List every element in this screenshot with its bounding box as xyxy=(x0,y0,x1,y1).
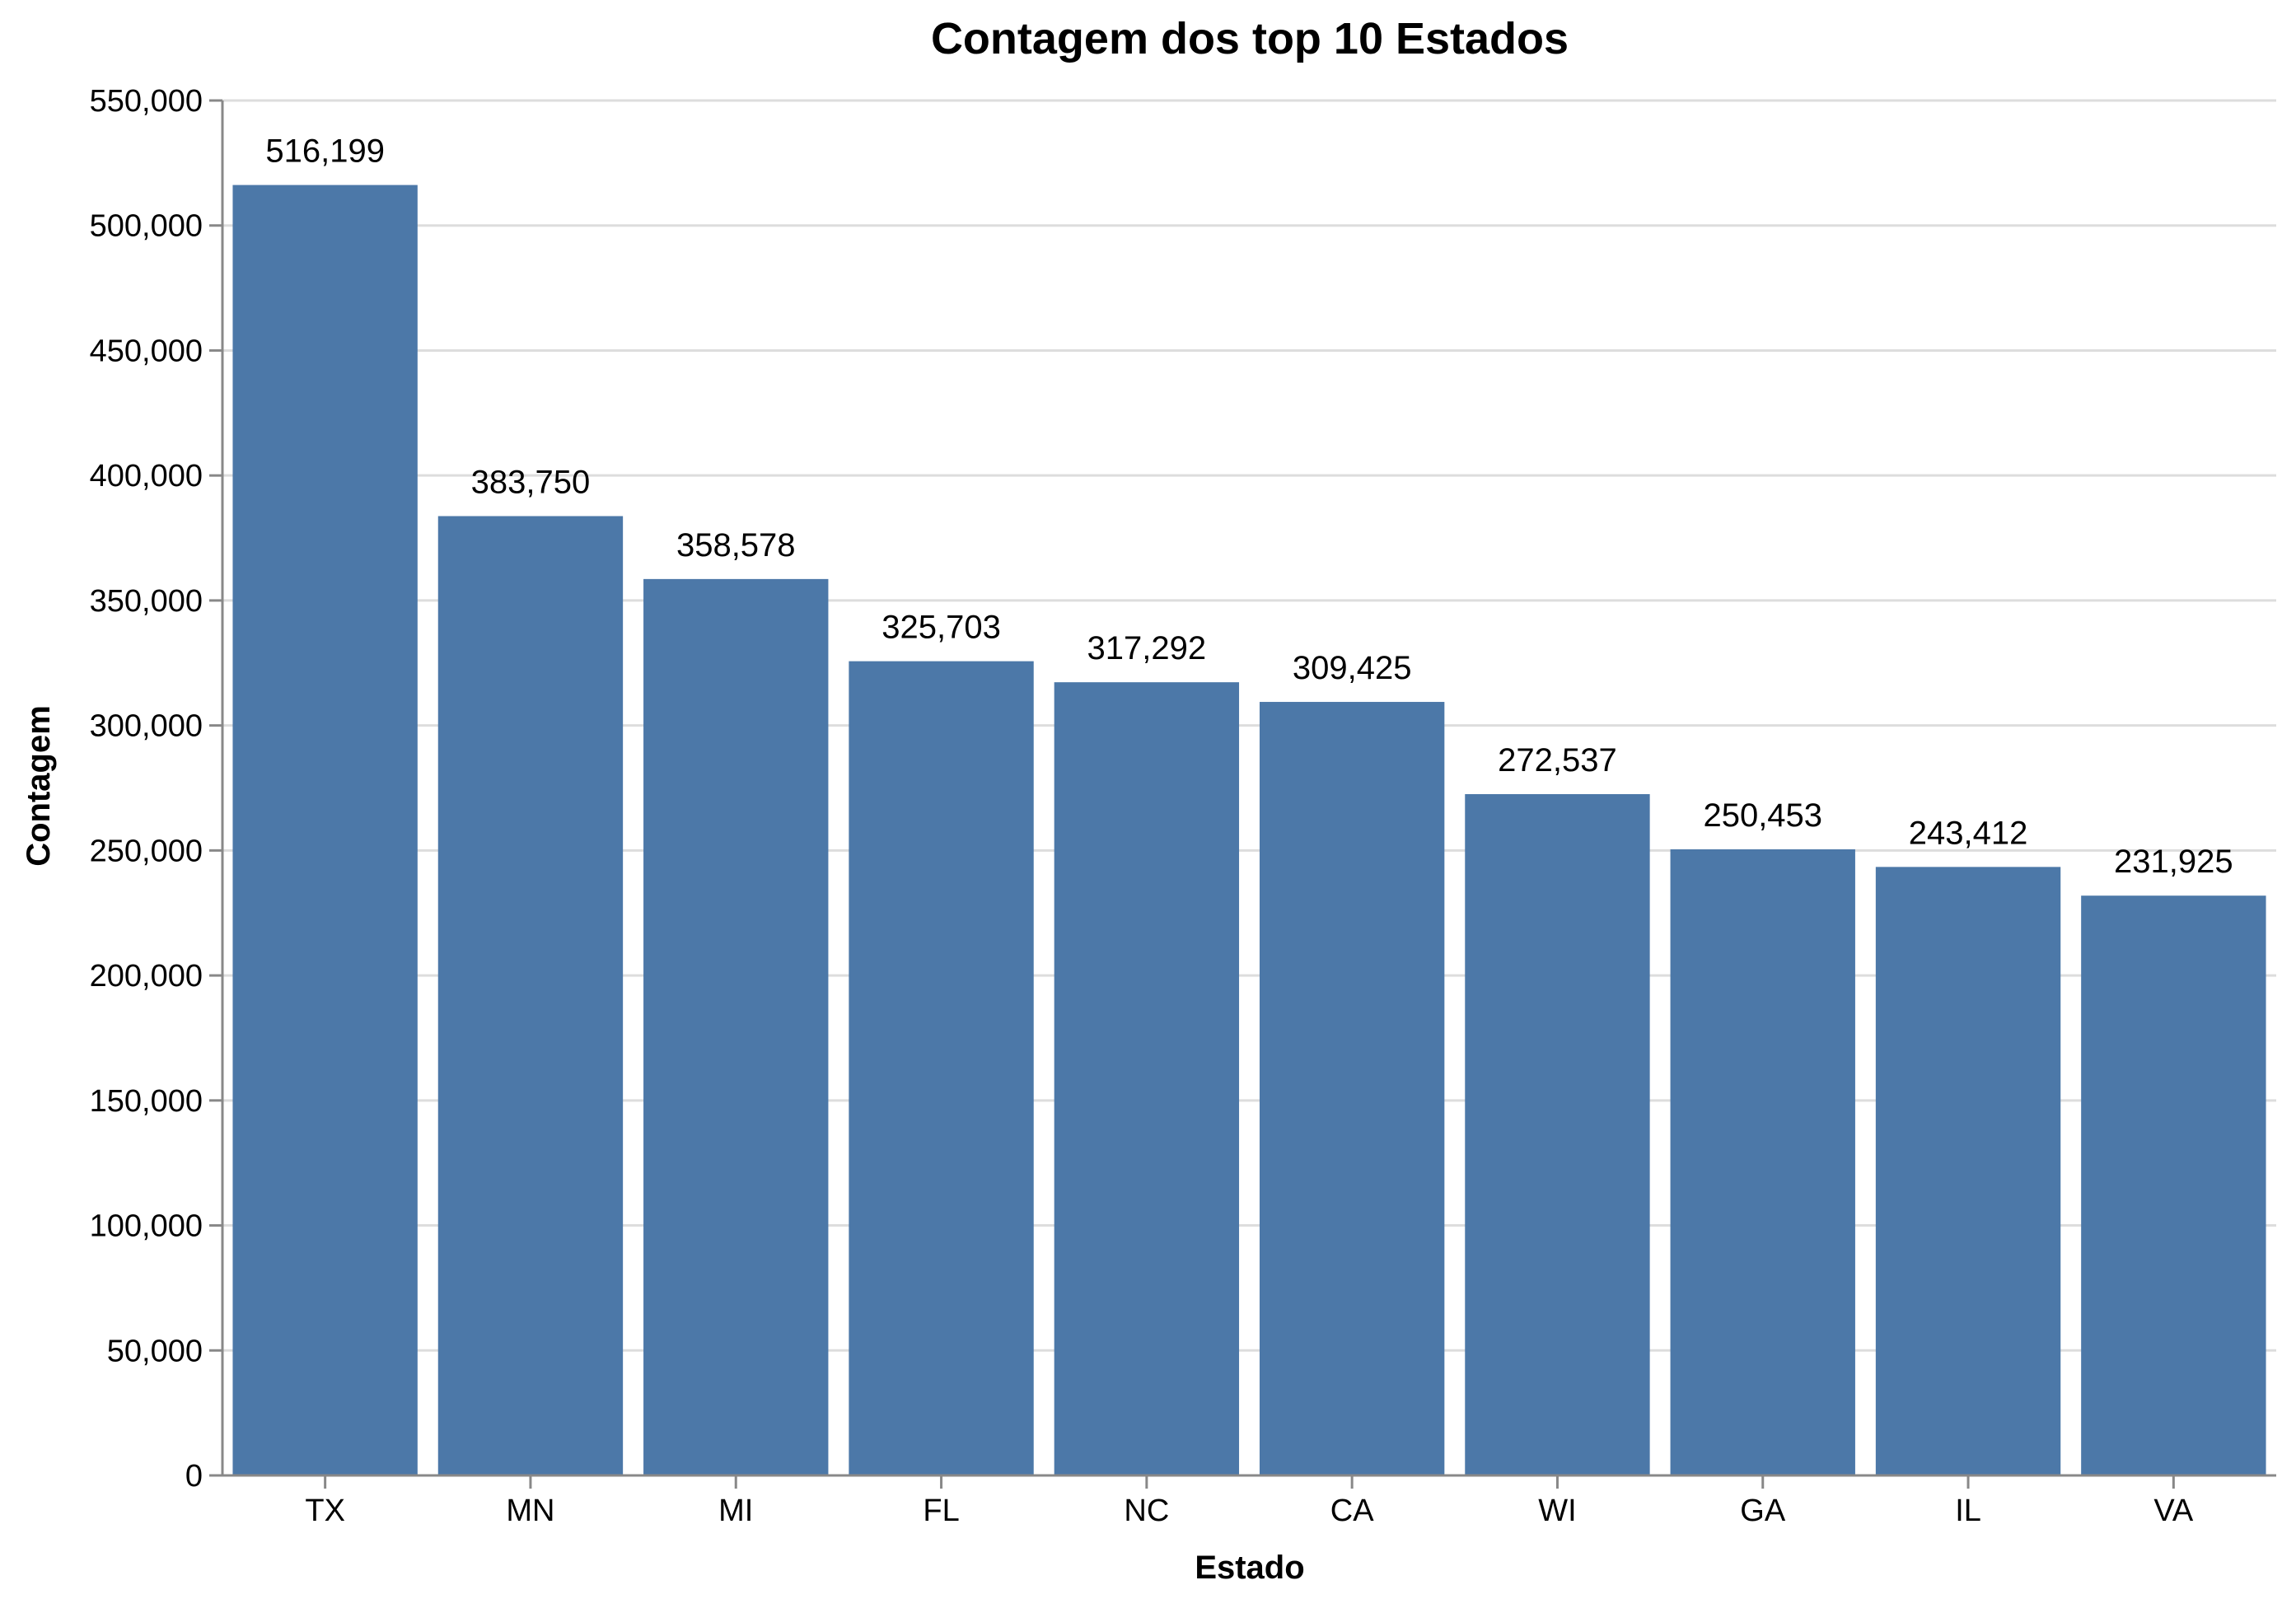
x-tick-label: IL xyxy=(1955,1494,1981,1528)
x-tick-label: NC xyxy=(1124,1494,1169,1528)
data-label-tx: 516,199 xyxy=(265,133,385,170)
bar-ca xyxy=(1259,702,1445,1475)
y-tick-label: 550,000 xyxy=(90,84,203,119)
y-tick-label: 350,000 xyxy=(90,584,203,619)
y-tick-label: 150,000 xyxy=(90,1084,203,1119)
data-label-fl: 325,703 xyxy=(881,610,1001,646)
y-axis-title: Contagem xyxy=(21,705,57,867)
data-label-wi: 272,537 xyxy=(1498,742,1617,778)
y-tick-label: 0 xyxy=(185,1459,203,1494)
data-labels: 516,199 383,750 358,578 325,703 317,292 309,4… xyxy=(265,133,2233,881)
y-tick-label: 250,000 xyxy=(90,834,203,868)
bar-nc xyxy=(1054,682,1240,1475)
data-label-nc: 317,292 xyxy=(1087,630,1207,666)
bars xyxy=(232,185,2266,1475)
data-label-mi: 358,578 xyxy=(676,527,796,563)
data-label-mn: 383,750 xyxy=(471,464,591,500)
y-tick-label: 100,000 xyxy=(90,1209,203,1244)
y-tick-label: 400,000 xyxy=(90,459,203,493)
bar-fl xyxy=(849,661,1034,1475)
bar-ga xyxy=(1670,849,1855,1475)
x-tick-label: MI xyxy=(718,1494,753,1528)
x-tick-label: WI xyxy=(1538,1494,1576,1528)
data-label-ga: 250,453 xyxy=(1703,797,1822,834)
bar-tx xyxy=(232,185,418,1475)
y-tick-label: 300,000 xyxy=(90,709,203,744)
bar-il xyxy=(1875,867,2061,1475)
chart-title: Contagem dos top 10 Estados xyxy=(931,14,1569,63)
axes: 0 50,000 100,000 150,000 200,000 250,000 300,0… xyxy=(90,84,2276,1528)
y-tick-label: 500,000 xyxy=(90,209,203,244)
y-tick-label: 450,000 xyxy=(90,334,203,368)
y-tick-label: 50,000 xyxy=(107,1334,203,1368)
bar-wi xyxy=(1465,793,1650,1475)
x-tick-label: VA xyxy=(2153,1494,2194,1528)
y-tick-label: 200,000 xyxy=(90,959,203,994)
x-axis-title: Estado xyxy=(1195,1550,1304,1586)
data-label-ca: 309,425 xyxy=(1293,650,1412,686)
x-tick-label: FL xyxy=(923,1494,959,1528)
data-label-il: 243,412 xyxy=(1909,815,2028,851)
x-tick-label: MN xyxy=(506,1494,554,1528)
x-tick-label: GA xyxy=(1740,1494,1786,1528)
bar-mi xyxy=(643,578,829,1475)
x-tick-label: TX xyxy=(305,1494,345,1528)
bar-va xyxy=(2081,895,2266,1475)
data-label-va: 231,925 xyxy=(2114,844,2233,880)
x-tick-label: CA xyxy=(1330,1494,1374,1528)
bar-mn xyxy=(437,516,624,1475)
